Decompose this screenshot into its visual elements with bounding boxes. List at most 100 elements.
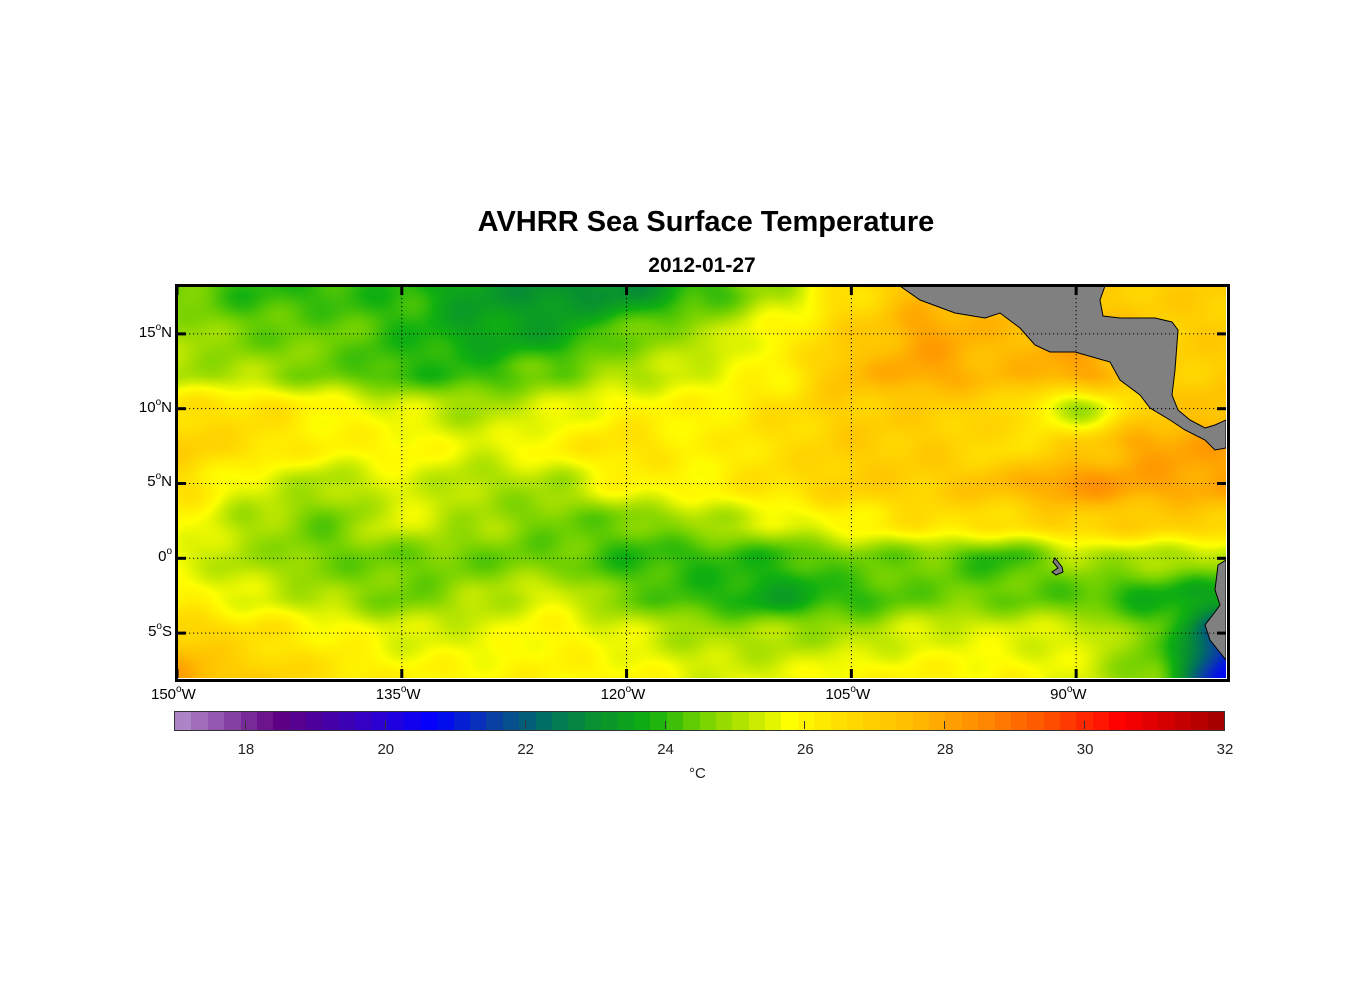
tick-hemisphere: N — [161, 398, 172, 416]
tick-number: 150 — [151, 686, 177, 703]
tick-number: 15 — [138, 323, 156, 341]
colorbar-tick-label: 26 — [797, 741, 814, 758]
colorbar-segment — [207, 712, 225, 730]
colorbar-tick — [1224, 721, 1225, 729]
colorbar-tick — [244, 721, 246, 729]
colorbar-tick-label: 32 — [1216, 741, 1234, 758]
land-south-america — [1204, 559, 1226, 661]
colorbar-tick — [1084, 721, 1086, 729]
colorbar-segment — [1191, 712, 1208, 730]
tick-number: 10 — [138, 398, 156, 416]
colorbar-segment — [322, 712, 339, 730]
colorbar-segment — [371, 712, 389, 730]
degree-mark: o — [400, 684, 407, 695]
degree-mark: o — [1066, 684, 1073, 695]
colorbar-segment — [175, 712, 192, 730]
colorbar-segment — [453, 712, 471, 730]
colorbar-segment — [388, 712, 405, 730]
colorbar-segment — [568, 712, 585, 730]
lon-tick-label: 135oW — [375, 684, 421, 704]
colorbar-segment — [863, 712, 880, 730]
colorbar-segment — [699, 712, 716, 730]
colorbar-segment — [191, 712, 208, 730]
colorbar-segment — [879, 712, 897, 730]
tick-hemisphere: W — [631, 686, 646, 703]
tick-hemisphere: W — [855, 686, 871, 703]
colorbar-segment — [338, 712, 356, 730]
tick-hemisphere: N — [161, 473, 172, 491]
tick-hemisphere: W — [181, 686, 196, 703]
colorbar-segment — [1142, 712, 1159, 730]
chart-subtitle: 2012-01-27 — [648, 254, 756, 277]
colorbar-segment — [470, 712, 487, 730]
colorbar-segment — [535, 712, 552, 730]
colorbar-segment — [1158, 712, 1175, 730]
tick-hemisphere: W — [1072, 686, 1087, 703]
colorbar-segment — [306, 712, 323, 730]
colorbar-segment — [683, 712, 700, 730]
colorbar-segment — [896, 712, 913, 730]
colorbar-tick — [664, 721, 666, 729]
colorbar-segment — [748, 712, 766, 730]
colorbar-segment — [584, 712, 602, 730]
colorbar-segment — [666, 712, 684, 730]
colorbar-segment — [928, 712, 946, 730]
colorbar-segment — [814, 712, 831, 730]
tick-number: 135 — [375, 686, 401, 703]
tick-number: 105 — [825, 686, 851, 703]
colorbar-segment — [945, 712, 962, 730]
colorbar-tick — [524, 721, 526, 729]
tick-number: 0 — [158, 548, 167, 566]
lat-tick-label: 5oN — [147, 472, 172, 491]
colorbar-tick-label: 20 — [377, 741, 395, 758]
lat-tick-label: 0o — [158, 546, 172, 566]
colorbar-segment — [420, 712, 438, 730]
colorbar-segment — [781, 712, 798, 730]
degree-mark: o — [625, 684, 632, 695]
degree-mark: o — [176, 684, 182, 695]
tick-number: 90 — [1050, 686, 1067, 703]
colorbar-segment — [650, 712, 667, 730]
colorbar-tick-label: 24 — [657, 741, 674, 758]
colorbar-segment — [765, 712, 782, 730]
degree-mark: o — [155, 321, 162, 333]
colorbar-segment — [273, 712, 290, 730]
degree-mark: o — [155, 396, 162, 408]
colorbar-segment — [978, 712, 995, 730]
colorbar-segment — [256, 712, 274, 730]
colorbar-segment — [224, 712, 241, 730]
colorbar-unit: °C — [689, 765, 706, 782]
colorbar-segment — [994, 712, 1011, 730]
tick-number: 5 — [147, 473, 156, 491]
colorbar-tick-label: 28 — [936, 741, 954, 758]
colorbar-segment — [617, 712, 634, 730]
map-frame — [175, 284, 1230, 682]
colorbar-segment — [1043, 712, 1061, 730]
tick-number: 120 — [600, 686, 626, 703]
colorbar-segment — [1060, 712, 1077, 730]
colorbar-segment — [1207, 712, 1224, 730]
degree-mark: o — [156, 621, 162, 633]
sst-map — [177, 286, 1226, 678]
degree-mark: o — [850, 684, 856, 695]
colorbar-segment — [1174, 712, 1192, 730]
colorbar-segment — [519, 712, 536, 730]
colorbar-segment — [437, 712, 454, 730]
colorbar — [174, 711, 1225, 731]
colorbar-segment — [355, 712, 372, 730]
tick-hemisphere: S — [161, 623, 172, 641]
colorbar-segment — [847, 712, 864, 730]
colorbar-tick-label: 22 — [517, 741, 534, 758]
colorbar-segment — [551, 712, 569, 730]
colorbar-tick-label: 30 — [1076, 741, 1094, 758]
colorbar-segment — [1010, 712, 1028, 730]
degree-mark: o — [166, 546, 172, 558]
colorbar-segment — [912, 712, 929, 730]
colorbar-segment — [715, 712, 733, 730]
colorbar-segment — [486, 712, 503, 730]
tick-number: 5 — [148, 623, 157, 641]
colorbar-segment — [732, 712, 749, 730]
colorbar-segment — [961, 712, 979, 730]
colorbar-segment — [1125, 712, 1143, 730]
map-overlay — [177, 286, 1226, 678]
